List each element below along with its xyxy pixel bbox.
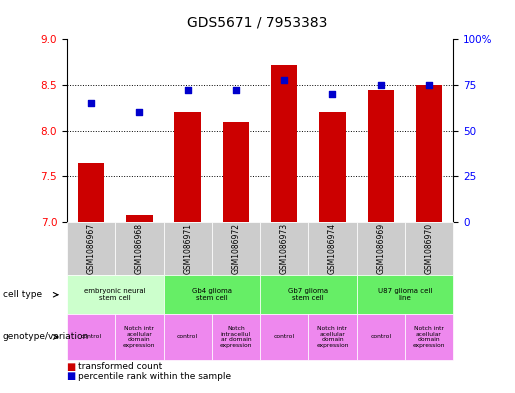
Text: transformed count: transformed count <box>78 362 163 371</box>
Text: Notch intr
acellular
domain
expression: Notch intr acellular domain expression <box>123 326 156 348</box>
Text: U87 glioma cell
line: U87 glioma cell line <box>377 288 432 301</box>
Text: embryonic neural
stem cell: embryonic neural stem cell <box>84 288 146 301</box>
Text: Gb7 glioma
stem cell: Gb7 glioma stem cell <box>288 288 329 301</box>
Text: control: control <box>370 334 391 340</box>
Point <box>280 76 288 83</box>
Bar <box>126 215 152 222</box>
Text: control: control <box>80 334 101 340</box>
Text: GSM1086974: GSM1086974 <box>328 223 337 274</box>
Text: cell type: cell type <box>3 290 42 299</box>
Bar <box>78 163 105 222</box>
Point <box>329 91 337 97</box>
Text: Notch intr
acellular
domain
expression: Notch intr acellular domain expression <box>316 326 349 348</box>
Point <box>183 87 192 94</box>
Bar <box>175 112 201 222</box>
Text: Notch intr
acellular
domain
expression: Notch intr acellular domain expression <box>413 326 445 348</box>
Text: percentile rank within the sample: percentile rank within the sample <box>78 372 231 381</box>
Text: Gb4 glioma
stem cell: Gb4 glioma stem cell <box>192 288 232 301</box>
Text: control: control <box>177 334 198 340</box>
Text: GSM1086973: GSM1086973 <box>280 223 289 274</box>
Text: GSM1086972: GSM1086972 <box>231 223 241 274</box>
Point <box>135 109 144 116</box>
Text: GSM1086969: GSM1086969 <box>376 223 385 274</box>
Text: GSM1086967: GSM1086967 <box>87 223 96 274</box>
Text: Notch
intracellul
ar domain
expression: Notch intracellul ar domain expression <box>220 326 252 348</box>
Text: ■: ■ <box>67 362 79 372</box>
Bar <box>319 112 346 222</box>
Bar <box>222 121 249 222</box>
Bar <box>271 65 298 222</box>
Text: GSM1086968: GSM1086968 <box>135 223 144 274</box>
Point <box>232 87 240 94</box>
Text: GSM1086970: GSM1086970 <box>424 223 434 274</box>
Point <box>376 82 385 88</box>
Text: GSM1086971: GSM1086971 <box>183 223 192 274</box>
Bar <box>368 90 394 222</box>
Bar <box>416 85 442 222</box>
Point <box>87 100 95 107</box>
Point <box>425 82 433 88</box>
Text: genotype/variation: genotype/variation <box>3 332 89 342</box>
Text: control: control <box>273 334 295 340</box>
Text: GDS5671 / 7953383: GDS5671 / 7953383 <box>187 16 328 30</box>
Text: ■: ■ <box>67 371 79 382</box>
